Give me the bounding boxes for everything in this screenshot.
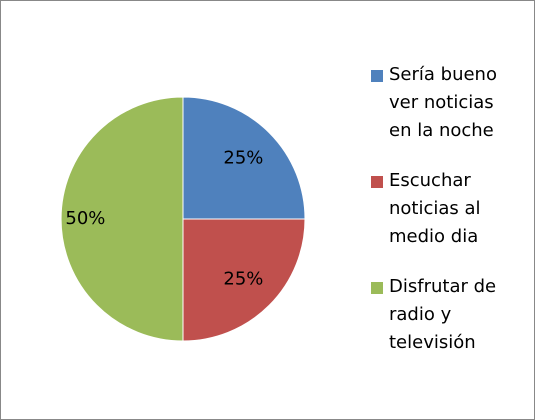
pie-slice (182, 218, 306, 342)
legend-swatch (371, 282, 383, 294)
legend-label: Disfrutar de radio y televisión (389, 276, 497, 353)
legend-swatch (371, 70, 383, 82)
pie-slice (60, 96, 184, 342)
pie-slice (182, 96, 306, 220)
legend-swatch (371, 176, 383, 188)
legend: Sería bueno ver noticias en la noche Escu… (371, 61, 521, 379)
data-label: 50% (65, 208, 105, 229)
legend-item: Escuchar noticias al medio dia (371, 167, 521, 251)
data-label: 25% (223, 268, 263, 289)
legend-label: Escuchar noticias al medio dia (389, 170, 481, 247)
legend-item: Sería bueno ver noticias en la noche (371, 61, 521, 145)
legend-label: Sería bueno ver noticias en la noche (389, 64, 497, 141)
legend-item: Disfrutar de radio y televisión (371, 273, 521, 357)
data-label: 25% (223, 148, 263, 169)
